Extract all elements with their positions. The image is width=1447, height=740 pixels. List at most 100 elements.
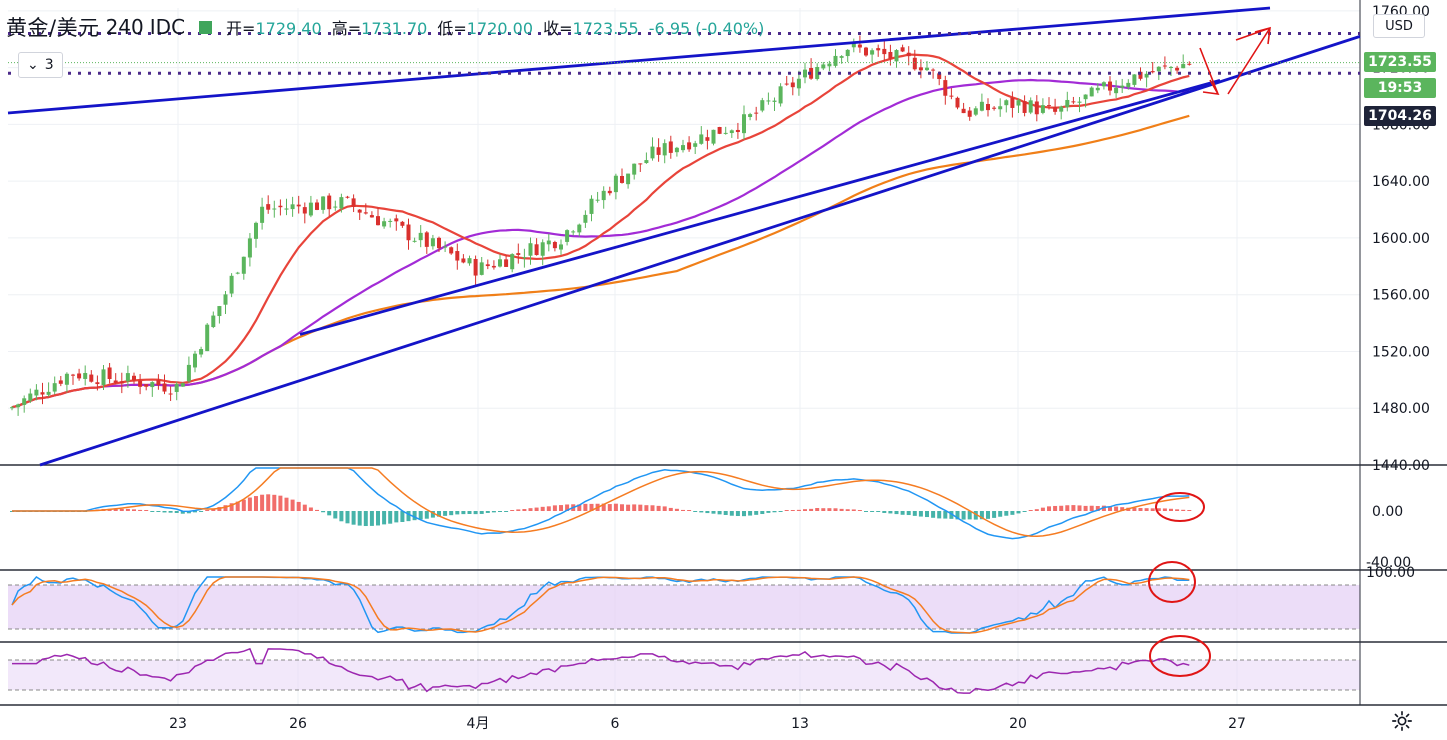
candle-body xyxy=(1138,71,1143,79)
annotation-arrow-up xyxy=(1227,26,1271,95)
candle-body xyxy=(705,137,710,141)
candle-body xyxy=(461,258,466,263)
macd-histogram-bar xyxy=(1053,505,1058,511)
candle-body xyxy=(583,214,588,223)
candle-body xyxy=(943,80,948,96)
macd-histogram-bar xyxy=(284,497,289,511)
time-tick-label: 13 xyxy=(791,716,809,732)
macd-histogram-bar xyxy=(418,511,423,520)
macd-histogram-bar xyxy=(473,511,478,515)
trendline-upper xyxy=(7,6,1271,115)
candle-body xyxy=(254,222,258,239)
candle-body xyxy=(607,190,612,194)
macd-histogram-bar xyxy=(400,511,405,522)
drawings xyxy=(7,6,1361,467)
low-label: 低= xyxy=(437,19,467,38)
close-label: 收= xyxy=(543,19,573,38)
time-tick-label: 23 xyxy=(169,716,187,732)
candle-body xyxy=(498,259,502,267)
macd-histogram-bar xyxy=(949,511,954,519)
candle-body xyxy=(571,231,576,233)
candle-body xyxy=(266,204,271,210)
rsi-pane xyxy=(12,647,1190,694)
symbol-name[interactable]: 黄金/美元 xyxy=(6,16,100,40)
candle-body xyxy=(1144,73,1149,78)
annotation-arrow-down xyxy=(1199,47,1220,96)
candle-body xyxy=(1059,106,1064,112)
candle-body xyxy=(193,353,197,368)
candle-body xyxy=(418,232,423,241)
time-tick-label: 27 xyxy=(1228,716,1246,732)
candle-body xyxy=(528,243,533,256)
ohlc-readout: 开=1729.40 高=1731.70 低=1720.00 收=1723.55 … xyxy=(226,15,764,39)
annotation-circle-macd xyxy=(1155,492,1205,522)
macd-histogram-bar xyxy=(357,511,362,526)
candle-body xyxy=(833,55,838,66)
timeframe[interactable]: 240 xyxy=(105,15,144,39)
macd-histogram-bar xyxy=(168,511,173,513)
market-status-icon xyxy=(199,20,213,34)
macd-histogram-bar xyxy=(876,511,881,512)
candle-body xyxy=(1169,66,1173,68)
candle-body xyxy=(180,383,185,387)
candle-body xyxy=(83,372,88,379)
macd-histogram-bar xyxy=(986,511,990,519)
macd-histogram-bar xyxy=(333,511,338,519)
macd-histogram-bar xyxy=(302,504,307,511)
macd-histogram-bar xyxy=(912,511,917,516)
candle-body xyxy=(888,51,893,59)
candle-body xyxy=(1016,100,1021,106)
candle-body xyxy=(412,240,417,242)
macd-histogram-bar xyxy=(699,511,704,513)
candle-body xyxy=(1077,101,1082,103)
candle-body xyxy=(638,163,643,165)
candle-body xyxy=(876,48,881,51)
macd-histogram-bar xyxy=(522,509,527,511)
candle-body xyxy=(247,238,252,258)
candle-body xyxy=(327,195,332,210)
macd-histogram-bar xyxy=(424,511,429,519)
time-tick-label: 4月 xyxy=(467,716,490,732)
macd-histogram-bar xyxy=(1108,506,1112,511)
macd-histogram-bar xyxy=(729,511,734,516)
candle-body xyxy=(168,393,173,395)
candle-body xyxy=(534,244,539,256)
macd-histogram-bar xyxy=(967,511,972,520)
macd-histogram-bar xyxy=(479,511,484,514)
macd-histogram-bar xyxy=(717,511,722,515)
candle-body xyxy=(815,67,820,80)
macd-histogram-bar xyxy=(998,511,1003,517)
candle-body xyxy=(52,383,57,392)
macd-histogram-bar xyxy=(906,511,911,516)
gear-icon[interactable] xyxy=(1391,710,1413,732)
rsi-band xyxy=(8,660,1360,690)
macd-histogram-bar xyxy=(748,511,753,516)
macd-histogram-bar xyxy=(973,511,978,520)
candle-body xyxy=(772,100,777,102)
macd-histogram-bar xyxy=(430,511,435,518)
candle-body xyxy=(241,256,246,274)
macd-histogram-bar xyxy=(394,511,399,523)
open-value: 1729.40 xyxy=(255,19,322,38)
indicator-toggle-button[interactable]: ⌄ 3 xyxy=(18,52,63,78)
candle-body xyxy=(382,221,387,227)
candle-body xyxy=(485,264,490,267)
data-source: IDC xyxy=(149,15,186,39)
macd-histogram-bar xyxy=(1138,508,1143,511)
candle-body xyxy=(998,106,1003,110)
candle-body xyxy=(949,95,954,97)
currency-button[interactable]: USD xyxy=(1373,14,1425,38)
candle-body xyxy=(339,197,344,209)
macd-histogram-bar xyxy=(559,505,563,511)
macd-histogram-bar xyxy=(315,509,319,511)
candle-body xyxy=(113,380,118,383)
candle-body xyxy=(16,404,21,408)
stoch-band xyxy=(8,585,1360,629)
macd-histogram-bar xyxy=(1071,505,1076,511)
macd-histogram-bar xyxy=(491,511,496,513)
candle-body xyxy=(1108,81,1112,91)
macd-histogram-bar xyxy=(504,511,509,512)
macd-histogram-bar xyxy=(681,509,685,511)
macd-histogram-bar xyxy=(528,508,533,511)
